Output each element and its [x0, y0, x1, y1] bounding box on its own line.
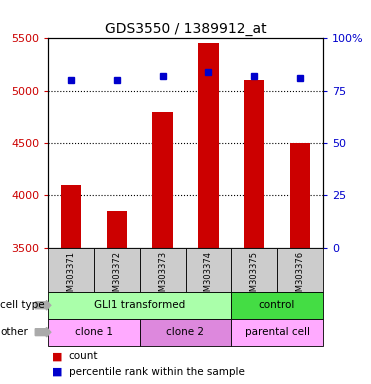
Text: GSM303371: GSM303371 — [67, 251, 76, 302]
Bar — [140, 248, 186, 292]
Text: GSM303375: GSM303375 — [250, 251, 259, 302]
Title: GDS3550 / 1389912_at: GDS3550 / 1389912_at — [105, 22, 266, 36]
Text: GSM303376: GSM303376 — [295, 251, 304, 302]
Bar — [48, 248, 94, 292]
Text: control: control — [259, 300, 295, 310]
Text: GSM303372: GSM303372 — [112, 251, 121, 302]
Text: cell type: cell type — [0, 300, 45, 310]
Bar — [231, 319, 323, 346]
Bar — [106, 211, 127, 248]
Text: GSM303373: GSM303373 — [158, 251, 167, 302]
Bar — [186, 248, 231, 292]
Bar — [152, 112, 173, 248]
Text: ■: ■ — [52, 366, 62, 377]
Bar — [61, 185, 81, 248]
Text: GSM303374: GSM303374 — [204, 251, 213, 302]
Text: other: other — [0, 327, 28, 337]
Bar — [290, 143, 310, 248]
Text: percentile rank within the sample: percentile rank within the sample — [69, 366, 244, 377]
Text: parental cell: parental cell — [244, 327, 309, 337]
Text: count: count — [69, 351, 98, 361]
Bar — [198, 43, 219, 248]
Bar — [94, 248, 140, 292]
Text: clone 1: clone 1 — [75, 327, 113, 337]
Text: GLI1 transformed: GLI1 transformed — [94, 300, 186, 310]
Bar — [140, 319, 231, 346]
Text: clone 2: clone 2 — [167, 327, 204, 337]
Bar — [244, 80, 265, 248]
Bar — [277, 248, 323, 292]
Bar — [231, 248, 277, 292]
Bar — [231, 292, 323, 319]
Text: ■: ■ — [52, 351, 62, 361]
Bar — [48, 292, 231, 319]
Bar — [48, 319, 140, 346]
